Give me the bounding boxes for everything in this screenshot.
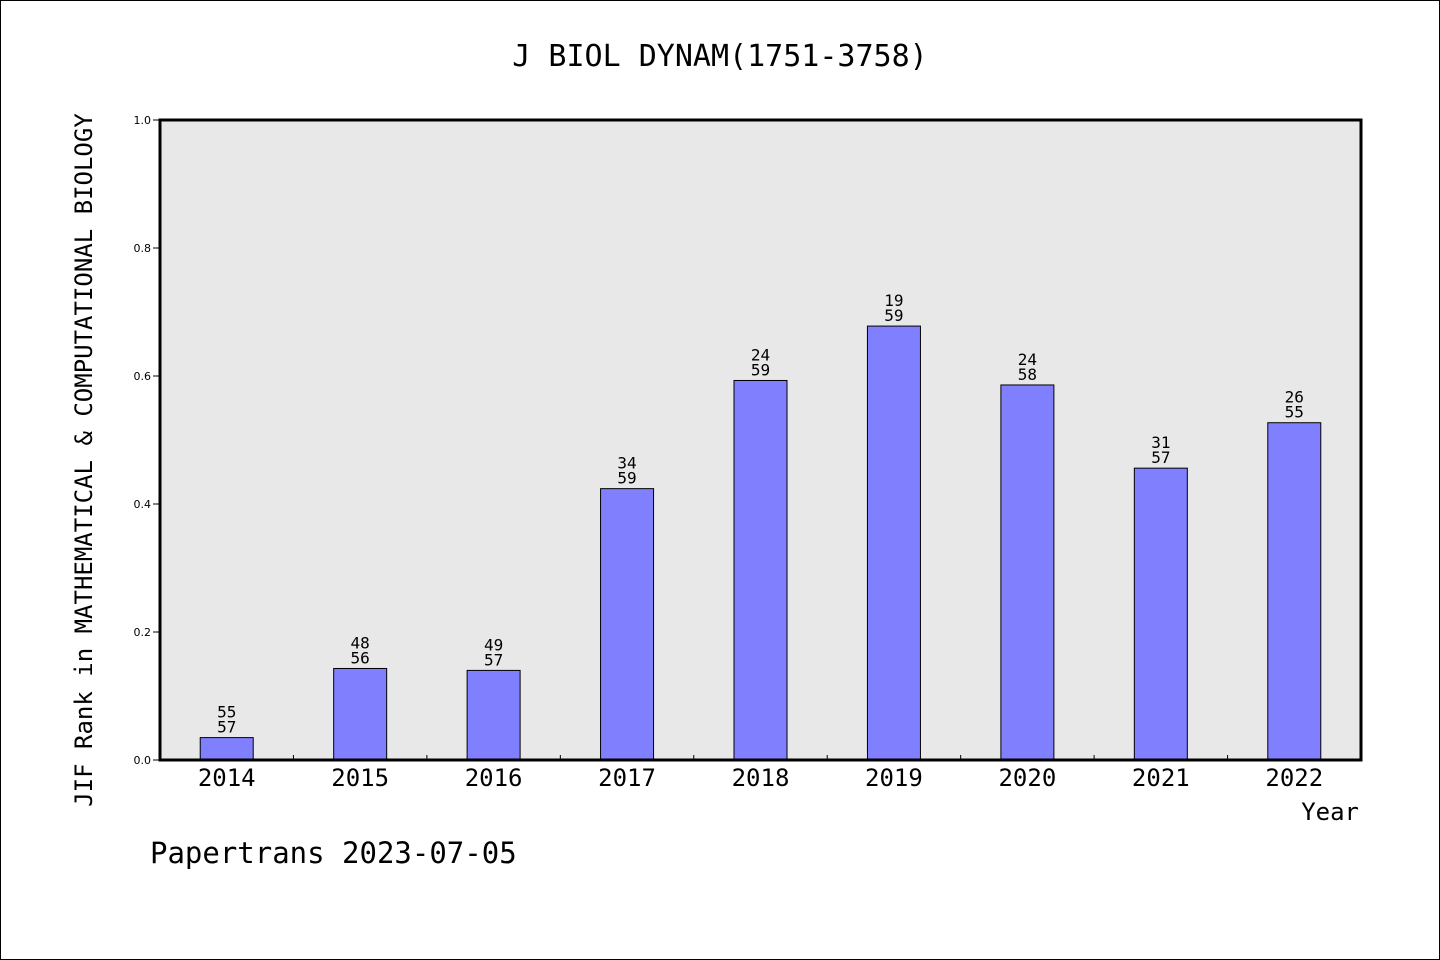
bar-2018	[733, 379, 788, 761]
bar-2022	[1267, 422, 1322, 761]
x-tick-label: 2017	[598, 764, 656, 792]
y-tick-label: 1.0	[134, 114, 152, 127]
bar-2014	[199, 737, 254, 761]
x-tick-label: 2015	[331, 764, 389, 792]
x-tick-label: 2016	[465, 764, 523, 792]
bar-total-label: 57	[1151, 448, 1170, 467]
x-tick-label: 2019	[865, 764, 923, 792]
plot-border	[158, 118, 1363, 762]
bar-rank-label: 34	[617, 454, 636, 473]
bar-total-label: 59	[884, 306, 903, 325]
bar-2019	[866, 325, 921, 761]
bar-total-label: 58	[1018, 365, 1037, 384]
chart-title: J BIOL DYNAM(1751-3758)	[512, 39, 927, 74]
bar-rank-label: 31	[1151, 433, 1170, 452]
bar-rank-label: 24	[1018, 350, 1037, 369]
bar-total-label: 57	[217, 718, 236, 737]
x-tick-label: 2018	[732, 764, 790, 792]
x-tick-label: 2020	[998, 764, 1056, 792]
bar-2017	[600, 488, 655, 761]
bar-total-label: 59	[751, 360, 770, 379]
bar-rank-label: 55	[217, 703, 236, 722]
x-tick-label: 2021	[1132, 764, 1190, 792]
bar-rank-label: 24	[751, 345, 770, 364]
footer-text: Papertrans 2023-07-05	[150, 836, 517, 870]
bar-2015	[333, 667, 388, 761]
bar-rank-label: 49	[484, 635, 503, 654]
bar-total-label: 59	[617, 469, 636, 488]
y-tick-label: 0.0	[134, 754, 152, 767]
bar-2016	[466, 669, 521, 761]
x-tick-label: 2014	[198, 764, 256, 792]
bar-rank-label: 26	[1285, 388, 1304, 407]
x-axis-label: Year	[1301, 798, 1359, 826]
y-axis-label: JIF Rank in MATHEMATICAL & COMPUTATIONAL…	[70, 113, 98, 807]
x-tick-label: 2022	[1265, 764, 1323, 792]
y-tick-label: 0.4	[134, 498, 152, 511]
ticks-layer: 0.0 0.2 0.4 0.6 0.8 1.0 2014 2015 2016 2017 2018 20…	[134, 114, 1324, 792]
bar-rank-label: 19	[884, 291, 903, 310]
y-tick-label: 0.2	[134, 626, 152, 639]
bar-2021	[1133, 467, 1188, 761]
bar-rank-label: 48	[351, 633, 370, 652]
y-tick-label: 0.8	[134, 242, 152, 255]
y-tick-label: 0.6	[134, 370, 152, 383]
bar-2020	[1000, 384, 1055, 761]
bar-total-label: 56	[351, 648, 370, 667]
bar-total-label: 55	[1285, 403, 1304, 422]
bar-total-label: 57	[484, 650, 503, 669]
